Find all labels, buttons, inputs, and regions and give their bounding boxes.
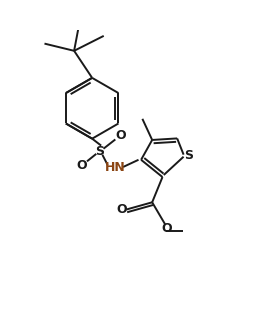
Text: O: O (117, 203, 127, 216)
Text: S: S (184, 149, 193, 162)
Text: O: O (116, 129, 126, 142)
Text: O: O (76, 159, 87, 172)
Text: S: S (95, 145, 104, 158)
Text: HN: HN (105, 161, 126, 174)
Text: O: O (162, 222, 172, 235)
